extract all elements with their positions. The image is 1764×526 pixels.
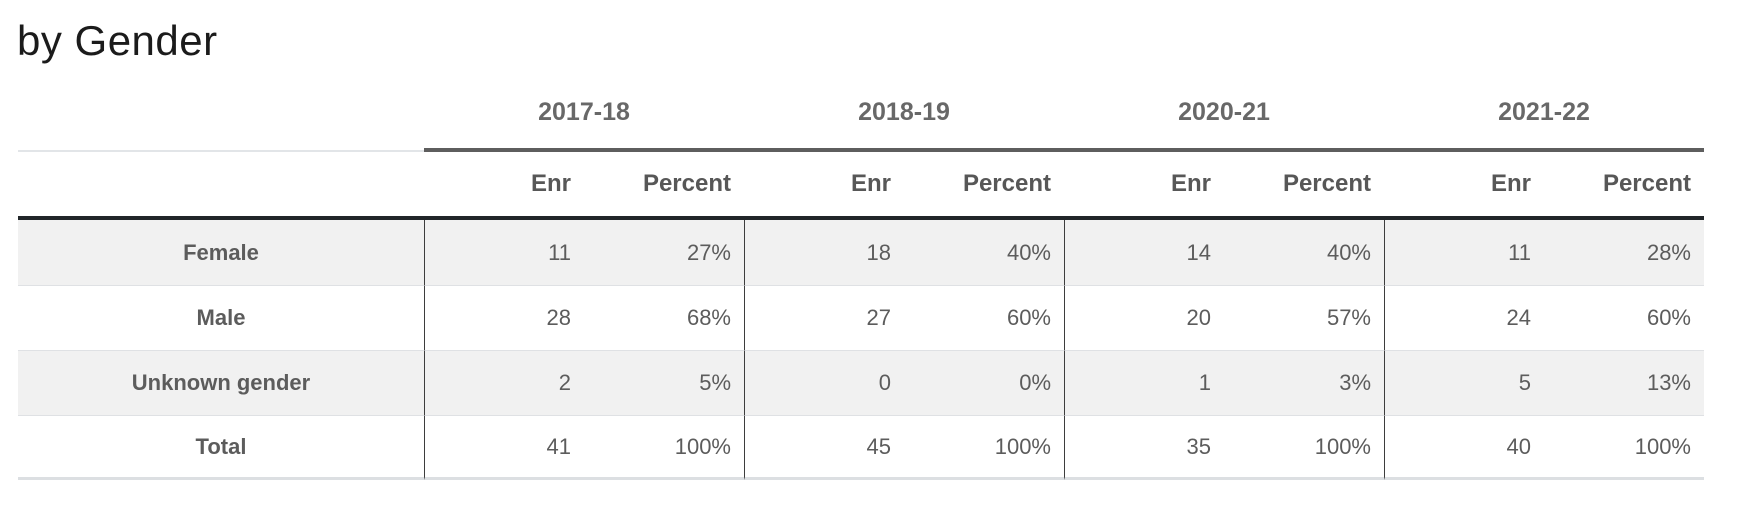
- table-row-unknown-gender: Unknown gender 2 5% 0 0% 1 3% 5 13%: [18, 350, 1704, 415]
- row-label: Total: [18, 415, 424, 480]
- table-row-female: Female 11 27% 18 40% 14 40% 11 28%: [18, 220, 1704, 285]
- row-label: Male: [18, 285, 424, 350]
- gender-enrollment-table: 2017-18 2018-19 2020-21 2021-22 Enr Perc…: [18, 66, 1704, 480]
- page-title: by Gender: [17, 17, 218, 64]
- year-group-header: 2018-19: [744, 66, 1064, 152]
- percent-cell: 40%: [904, 220, 1064, 285]
- enr-cell: 2: [424, 350, 584, 415]
- enr-cell: 27: [744, 285, 904, 350]
- percent-cell: 60%: [904, 285, 1064, 350]
- table-row-male: Male 28 68% 27 60% 20 57% 24 60%: [18, 285, 1704, 350]
- enr-cell: 5: [1384, 350, 1544, 415]
- percent-cell: 13%: [1544, 350, 1704, 415]
- enr-cell: 0: [744, 350, 904, 415]
- year-group-header: 2021-22: [1384, 66, 1704, 152]
- percent-cell: 68%: [584, 285, 744, 350]
- enr-cell: 45: [744, 415, 904, 480]
- year-group-header: 2017-18: [424, 66, 744, 152]
- percent-column-header: Percent: [904, 152, 1064, 220]
- enr-cell: 41: [424, 415, 584, 480]
- row-label: Female: [18, 220, 424, 285]
- enr-column-header: Enr: [424, 152, 584, 220]
- percent-column-header: Percent: [1224, 152, 1384, 220]
- row-label-header: [18, 152, 424, 220]
- enr-cell: 18: [744, 220, 904, 285]
- year-spanner-row: 2017-18 2018-19 2020-21 2021-22: [18, 66, 1704, 152]
- percent-column-header: Percent: [584, 152, 744, 220]
- percent-cell: 57%: [1224, 285, 1384, 350]
- enr-cell: 11: [1384, 220, 1544, 285]
- enr-cell: 1: [1064, 350, 1224, 415]
- enr-cell: 24: [1384, 285, 1544, 350]
- percent-cell: 100%: [584, 415, 744, 480]
- percent-cell: 40%: [1224, 220, 1384, 285]
- enr-cell: 20: [1064, 285, 1224, 350]
- enr-column-header: Enr: [744, 152, 904, 220]
- row-label: Unknown gender: [18, 350, 424, 415]
- enr-cell: 11: [424, 220, 584, 285]
- percent-cell: 27%: [584, 220, 744, 285]
- enr-column-header: Enr: [1384, 152, 1544, 220]
- percent-cell: 3%: [1224, 350, 1384, 415]
- percent-cell: 100%: [1544, 415, 1704, 480]
- enr-column-header: Enr: [1064, 152, 1224, 220]
- percent-cell: 0%: [904, 350, 1064, 415]
- corner-spacer: [18, 66, 424, 152]
- percent-column-header: Percent: [1544, 152, 1704, 220]
- enr-cell: 40: [1384, 415, 1544, 480]
- enr-cell: 14: [1064, 220, 1224, 285]
- year-group-header: 2020-21: [1064, 66, 1384, 152]
- percent-cell: 60%: [1544, 285, 1704, 350]
- subheader-row: Enr Percent Enr Percent Enr Percent Enr …: [18, 152, 1704, 220]
- percent-cell: 5%: [584, 350, 744, 415]
- enr-cell: 28: [424, 285, 584, 350]
- enr-cell: 35: [1064, 415, 1224, 480]
- percent-cell: 100%: [1224, 415, 1384, 480]
- percent-cell: 100%: [904, 415, 1064, 480]
- table-row-total: Total 41 100% 45 100% 35 100% 40 100%: [18, 415, 1704, 480]
- percent-cell: 28%: [1544, 220, 1704, 285]
